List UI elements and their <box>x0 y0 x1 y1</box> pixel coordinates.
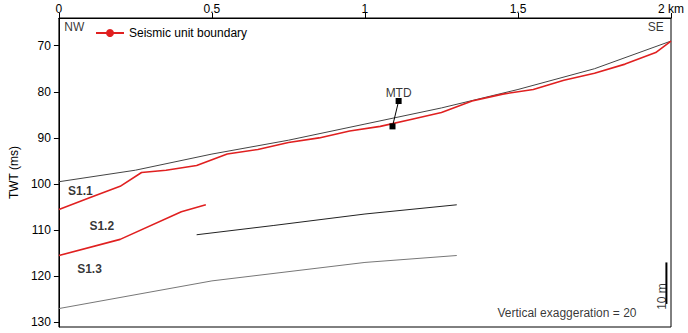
svg-text:10 m: 10 m <box>655 283 669 310</box>
svg-text:TWT (ms): TWT (ms) <box>7 146 21 199</box>
svg-text:MTD: MTD <box>386 86 412 100</box>
svg-text:NW: NW <box>64 20 85 34</box>
svg-text:SE: SE <box>648 20 664 34</box>
svg-text:Vertical exaggeration = 20: Vertical exaggeration = 20 <box>497 306 636 320</box>
svg-text:130: 130 <box>31 315 51 329</box>
svg-text:2 km: 2 km <box>658 2 684 16</box>
svg-text:0.5: 0.5 <box>204 2 221 16</box>
svg-text:110: 110 <box>32 223 51 237</box>
svg-text:Seismic unit boundary: Seismic unit boundary <box>129 26 247 40</box>
svg-text:S1.1: S1.1 <box>68 184 93 198</box>
svg-text:70: 70 <box>38 39 52 53</box>
svg-text:0: 0 <box>56 2 63 16</box>
svg-text:S1.3: S1.3 <box>77 262 102 276</box>
svg-text:120: 120 <box>31 269 51 283</box>
svg-text:1: 1 <box>362 2 369 16</box>
svg-text:80: 80 <box>38 85 52 99</box>
svg-text:S1.2: S1.2 <box>89 219 114 233</box>
svg-text:100: 100 <box>31 177 51 191</box>
svg-text:90: 90 <box>38 131 52 145</box>
svg-text:1.5: 1.5 <box>510 2 527 16</box>
